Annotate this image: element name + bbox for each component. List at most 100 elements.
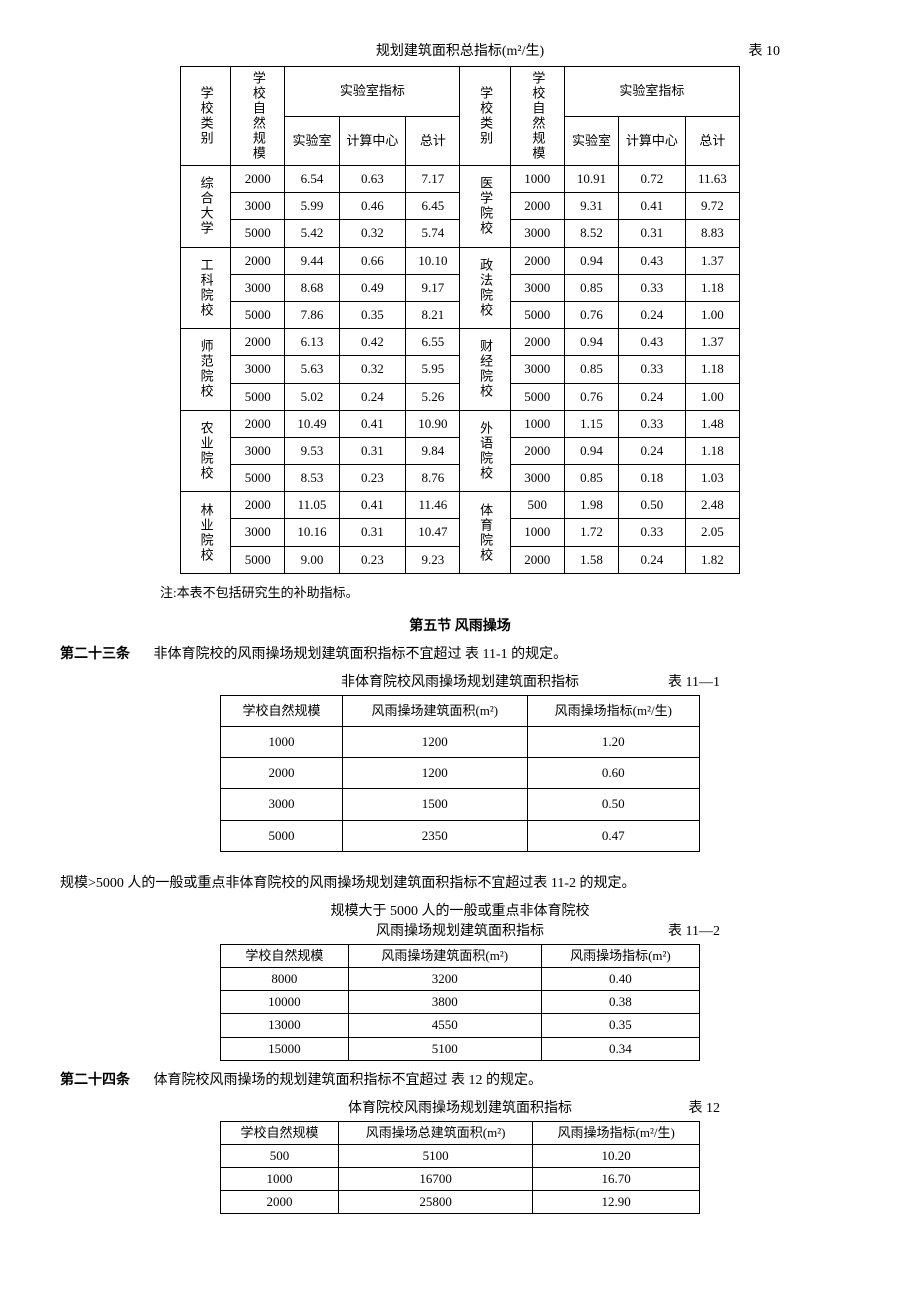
t10-cell: 1.37	[685, 329, 739, 356]
t10-cell: 5.74	[406, 220, 460, 247]
t10-cell: 5000	[510, 301, 564, 328]
table10-title: 规划建筑面积总指标(m²/生)	[376, 40, 544, 60]
table10-title-row: 规划建筑面积总指标(m²/生) 表 10	[60, 40, 860, 60]
t10-cell: 5000	[510, 383, 564, 410]
t10-cell: 0.50	[619, 492, 686, 519]
t10-cell: 0.66	[339, 247, 406, 274]
table-cell: 2000	[221, 758, 343, 789]
t10-group-right: 财经院校	[460, 329, 510, 411]
t10-h-lab-l: 实验室	[285, 116, 339, 166]
t10-cell: 5.26	[406, 383, 460, 410]
t10-cell: 2000	[231, 492, 285, 519]
t10-cell: 1.18	[685, 437, 739, 464]
t10-cell: 2000	[510, 247, 564, 274]
t10-cell: 0.72	[619, 166, 686, 193]
t10-cell: 0.85	[564, 274, 618, 301]
t10-cell: 1.72	[564, 519, 618, 546]
t10-cell: 3000	[231, 356, 285, 383]
t10-cell: 9.23	[406, 546, 460, 573]
t10-group-left: 工科院校	[181, 247, 231, 329]
table11-2-title2: 风雨操场规划建筑面积指标	[376, 920, 544, 940]
t10-cell: 11.46	[406, 492, 460, 519]
table-10: 学校类别 学校自然规模 实验室指标 学校类别 学校自然规模 实验室指标 实验室 …	[180, 66, 740, 574]
t10-cell: 3000	[231, 193, 285, 220]
t10-cell: 1000	[510, 519, 564, 546]
table-cell: 16.70	[533, 1168, 700, 1191]
t10-cell: 0.42	[339, 329, 406, 356]
t10-group-left: 师范院校	[181, 329, 231, 411]
t10-cell: 5.02	[285, 383, 339, 410]
t10-cell: 8.68	[285, 274, 339, 301]
table-cell: 0.34	[541, 1037, 699, 1060]
t10-cell: 9.31	[564, 193, 618, 220]
t10-cell: 0.94	[564, 437, 618, 464]
t10-cell: 0.31	[339, 519, 406, 546]
t10-cell: 2000	[231, 410, 285, 437]
col-header: 风雨操场指标(m²)	[541, 944, 699, 967]
t10-cell: 0.43	[619, 247, 686, 274]
t10-cell: 7.86	[285, 301, 339, 328]
table-cell: 16700	[338, 1168, 532, 1191]
col-header: 风雨操场指标(m²/生)	[527, 695, 699, 726]
t10-cell: 1.18	[685, 274, 739, 301]
table-cell: 0.38	[541, 991, 699, 1014]
t10-cell: 9.53	[285, 437, 339, 464]
t10-cell: 0.24	[619, 546, 686, 573]
table-cell: 10000	[221, 991, 349, 1014]
t10-cell: 0.63	[339, 166, 406, 193]
t10-cell: 8.52	[564, 220, 618, 247]
t10-cell: 3000	[510, 356, 564, 383]
t10-cell: 5000	[231, 546, 285, 573]
t10-cell: 0.33	[619, 274, 686, 301]
t10-cell: 5.63	[285, 356, 339, 383]
t10-cell: 5.42	[285, 220, 339, 247]
t10-cell: 0.76	[564, 383, 618, 410]
t10-h-scale-l: 学校自然规模	[231, 67, 285, 166]
t10-h-labgroup-r: 实验室指标	[564, 67, 739, 117]
t10-cell: 0.24	[339, 383, 406, 410]
t10-cell: 2000	[231, 247, 285, 274]
t10-cell: 2000	[510, 329, 564, 356]
table-cell: 0.50	[527, 789, 699, 820]
t10-cell: 10.10	[406, 247, 460, 274]
table-cell: 15000	[221, 1037, 349, 1060]
table-cell: 500	[221, 1144, 339, 1167]
table11-1-title: 非体育院校风雨操场规划建筑面积指标	[341, 671, 579, 691]
t10-cell: 10.90	[406, 410, 460, 437]
t10-cell: 0.23	[339, 546, 406, 573]
t10-cell: 3000	[510, 274, 564, 301]
t10-group-right: 政法院校	[460, 247, 510, 329]
table-12: 学校自然规模风雨操场总建筑面积(m²)风雨操场指标(m²/生) 50051001…	[220, 1121, 700, 1215]
table-cell: 1000	[221, 1168, 339, 1191]
table-cell: 3200	[348, 967, 541, 990]
t10-cell: 5000	[231, 301, 285, 328]
t10-cell: 5000	[231, 383, 285, 410]
t10-h-cat-l: 学校类别	[181, 67, 231, 166]
table12-title-row: 体育院校风雨操场规划建筑面积指标 表 12	[60, 1097, 860, 1117]
t10-cell: 1.15	[564, 410, 618, 437]
t10-cell: 1.58	[564, 546, 618, 573]
t10-cell: 3000	[510, 220, 564, 247]
t10-cell: 6.13	[285, 329, 339, 356]
section5-title: 第五节 风雨操场	[60, 615, 860, 635]
t10-cell: 11.05	[285, 492, 339, 519]
table-cell: 1200	[343, 758, 528, 789]
table-cell: 1.20	[527, 727, 699, 758]
t10-cell: 0.35	[339, 301, 406, 328]
t10-cell: 0.24	[619, 437, 686, 464]
t10-cell: 0.23	[339, 465, 406, 492]
t10-cell: 1000	[510, 166, 564, 193]
t10-cell: 1.98	[564, 492, 618, 519]
t10-cell: 2000	[231, 166, 285, 193]
t10-cell: 6.45	[406, 193, 460, 220]
t10-group-left: 农业院校	[181, 410, 231, 492]
t10-cell: 3000	[231, 274, 285, 301]
t10-cell: 1.00	[685, 301, 739, 328]
t10-cell: 0.31	[339, 437, 406, 464]
t10-cell: 0.33	[619, 410, 686, 437]
article-23: 第二十三条 非体育院校的风雨操场规划建筑面积指标不宜超过 表 11-1 的规定。	[60, 643, 860, 663]
t10-cell: 0.24	[619, 301, 686, 328]
t10-group-right: 体育院校	[460, 492, 510, 574]
table11-2-title-row: 风雨操场规划建筑面积指标 表 11—2	[60, 920, 860, 940]
t10-h-scale-r: 学校自然规模	[510, 67, 564, 166]
